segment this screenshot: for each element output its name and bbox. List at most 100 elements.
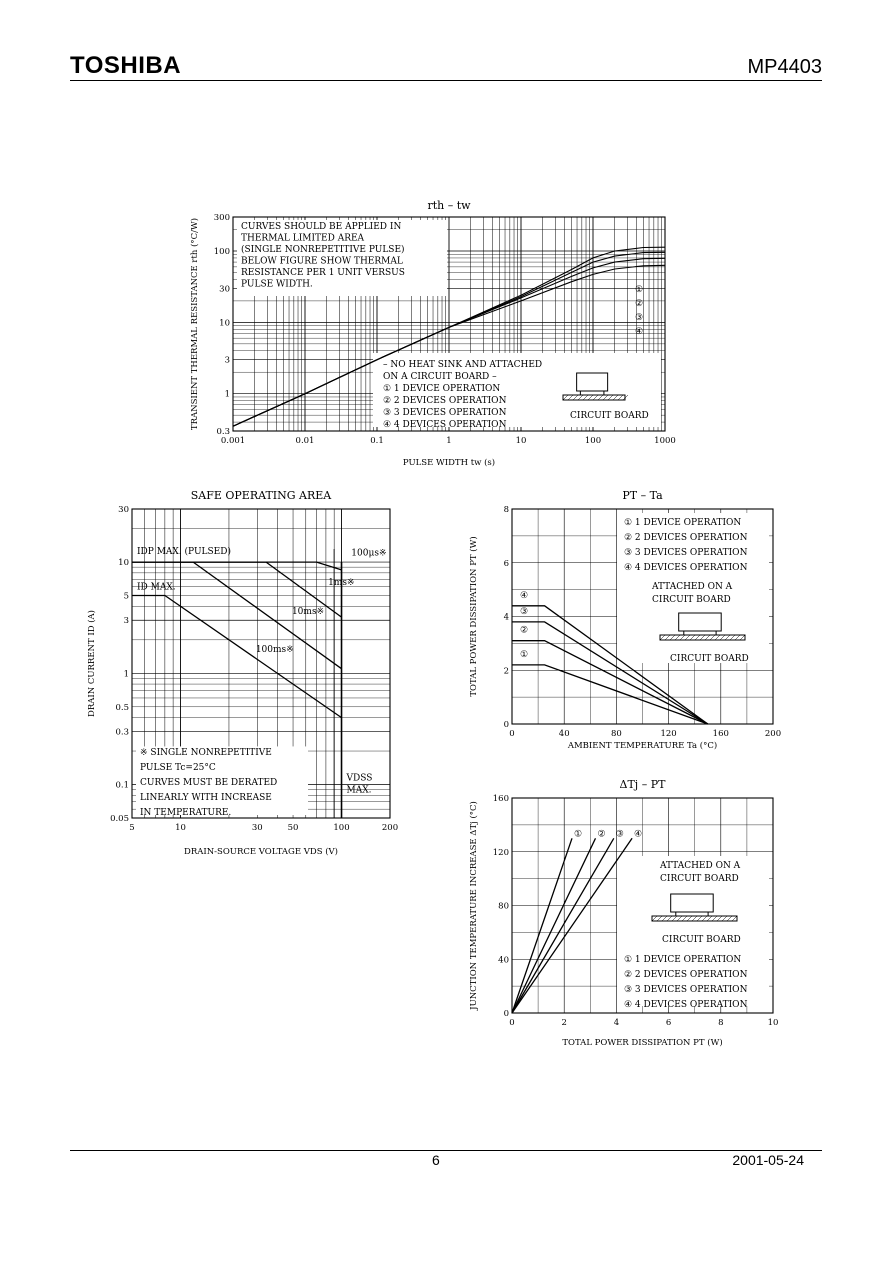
pt-legend-item: ③ 3 DEVICES OPERATION [624, 548, 748, 558]
soa-y-tick-label: 0.5 [115, 703, 129, 713]
soa-x-tick-label: 30 [252, 823, 263, 833]
dtj-legend-item: ① 1 DEVICE OPERATION [624, 955, 741, 965]
rth-board-hatch [622, 394, 629, 401]
pt-board-hatch [704, 634, 711, 641]
pt-series-marker: ① [520, 650, 528, 660]
dtj-board-hatch [716, 915, 723, 922]
rth-y-tick-label: 30 [219, 284, 230, 294]
pt-y-axis-label: TOTAL POWER DISSIPATION PT (W) [468, 536, 479, 696]
rth-board-hatch [607, 394, 614, 401]
pt-x-tick-label: 200 [765, 729, 781, 739]
pt-board-label: CIRCUIT BOARD [670, 654, 749, 664]
pt-board-hatch [664, 634, 671, 641]
pt-x-tick-label: 120 [660, 729, 676, 739]
soa-x-tick-label: 50 [288, 823, 299, 833]
rth-legend-title: – NO HEAT SINK AND ATTACHED [383, 360, 542, 370]
dtj-y-tick-label: 160 [493, 794, 509, 804]
pt-series-marker: ③ [520, 607, 528, 617]
page-number: 6 [432, 1152, 440, 1168]
pt-plot-frame [511, 508, 774, 725]
pt-board-hatch [699, 634, 706, 641]
rth-curve-marker: ④ [635, 327, 643, 337]
dtj-series-line-3 [511, 837, 615, 1014]
dtj-x-tick-label: 2 [561, 1018, 566, 1028]
soa-vdss-label: MAX. [347, 786, 372, 796]
pt-series-line-1 [512, 605, 709, 725]
pt-board-hatch [674, 634, 681, 641]
dtj-board-hatch [706, 915, 713, 922]
soa-y-tick-label: 0.1 [115, 781, 129, 791]
rth-y-tick-label: 10 [219, 318, 230, 328]
part-number: MP4403 [747, 56, 823, 78]
pt-board-hatch [719, 634, 726, 641]
soa-series-label: 100μs※ [351, 548, 386, 558]
soa-note-line: LINEARLY WITH INCREASE [140, 793, 272, 803]
dtj-attached-label: CIRCUIT BOARD [660, 874, 739, 884]
pt-board-hatch [689, 634, 696, 641]
dtj-board-hatch [721, 915, 728, 922]
brand-logo: TOSHIBA [70, 52, 182, 79]
dtj-board-label: CIRCUIT BOARD [662, 935, 741, 945]
rth-board-hatch [612, 394, 619, 401]
dtj-y-tick-label: 40 [498, 955, 509, 965]
dtj-y-tick-label: 80 [498, 902, 509, 912]
soa-chart-title: SAFE OPERATING AREA [191, 489, 333, 502]
rth-x-tick-label: 0.001 [221, 436, 245, 446]
soa-id-label: ID MAX. [137, 583, 176, 593]
rth-legend-item: ② 2 DEVICES OPERATION [383, 396, 507, 406]
dtj-board-hatch [731, 915, 738, 922]
pt-series-line-2 [512, 621, 709, 725]
dtj-y-axis-label: JUNCTION TEMPERATURE INCREASE ΔTj (°C) [468, 801, 479, 1011]
pt-y-tick-label: 6 [504, 559, 509, 569]
soa-note-line: CURVES MUST BE DERATED [140, 778, 277, 788]
rth-y-tick-label: 3 [225, 356, 230, 366]
dtj-attached-label: ATTACHED ON A [659, 861, 741, 871]
footer-rule [70, 1150, 822, 1151]
rth-note-line: THERMAL LIMITED AREA [241, 234, 365, 244]
soa-note-line: PULSE Tc=25°C [140, 763, 216, 773]
dtj-board-hatch [696, 915, 703, 922]
pt-board-hatch [709, 634, 716, 641]
rth-board-hatch [567, 394, 574, 401]
dtj-board-module [670, 893, 714, 913]
pt-series-marker: ② [520, 626, 528, 636]
dtj-series-line-2 [511, 838, 597, 1014]
rth-x-tick-label: 0.01 [296, 436, 315, 446]
dtj-legend-item: ② 2 DEVICES OPERATION [624, 970, 748, 980]
pt-board-hatch [659, 634, 666, 641]
rth-curve-marker: ③ [635, 313, 643, 323]
dtj-board-hatch [691, 915, 698, 922]
rth-series-line-4 [232, 264, 666, 427]
header-rule [70, 80, 822, 81]
rth-board-hatch [617, 394, 624, 401]
dtj-legend-item: ③ 3 DEVICES OPERATION [624, 985, 748, 995]
dtj-board-hatch [656, 915, 663, 922]
rth-board-module [576, 372, 609, 392]
soa-note-line: IN TEMPERATURE. [140, 808, 231, 818]
pt-x-axis-label: AMBIENT TEMPERATURE Ta (°C) [567, 740, 717, 751]
soa-y-axis-label: DRAIN CURRENT ID (A) [86, 610, 97, 717]
rth-legend-item: ③ 3 DEVICES OPERATION [383, 408, 507, 418]
rth-x-tick-label: 1 [446, 436, 451, 446]
rth-note-line: CURVES SHOULD BE APPLIED IN [241, 222, 401, 232]
rth-y-tick-label: 0.3 [216, 427, 230, 437]
rth-chart-title: rth – tw [427, 199, 471, 212]
rth-board-board [562, 394, 626, 401]
dtj-x-tick-label: 8 [718, 1018, 723, 1028]
pt-board-hatch [694, 634, 701, 641]
dtj-legend-item: ④ 4 DEVICES OPERATION [624, 1000, 748, 1010]
pt-y-tick-label: 2 [504, 666, 509, 676]
dtj-y-tick-label: 120 [493, 848, 509, 858]
pt-y-tick-label: 4 [504, 613, 509, 623]
dtj-y-tick-label: 0 [504, 1009, 509, 1019]
rth-y-axis-label: TRANSIENT THERMAL RESISTANCE rth (°C/W) [189, 218, 200, 430]
rth-y-tick-label: 1 [225, 390, 230, 400]
dtj-x-tick-label: 6 [666, 1018, 671, 1028]
dtj-board-hatch [681, 915, 688, 922]
pt-legend-item: ② 2 DEVICES OPERATION [624, 533, 748, 543]
soa-y-tick-label: 1 [124, 669, 129, 679]
rth-x-tick-label: 0.1 [370, 436, 384, 446]
pt-board-hatch [714, 634, 721, 641]
soa-x-tick-label: 5 [129, 823, 134, 833]
